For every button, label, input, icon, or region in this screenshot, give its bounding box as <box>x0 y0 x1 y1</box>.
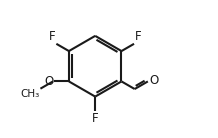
Text: O: O <box>45 75 54 88</box>
Text: F: F <box>49 30 56 43</box>
Text: F: F <box>135 30 141 43</box>
Text: CH₃: CH₃ <box>20 89 40 99</box>
Text: O: O <box>149 74 158 87</box>
Text: F: F <box>92 112 99 125</box>
